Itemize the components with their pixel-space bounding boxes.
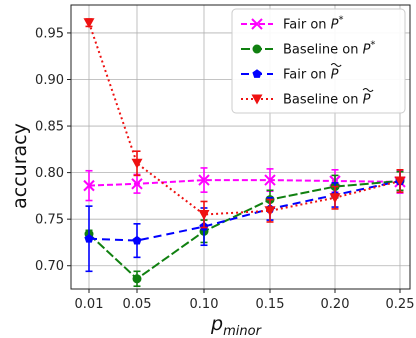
data-point (84, 233, 94, 243)
legend-label: Fair on P (283, 68, 339, 83)
series-line (88, 180, 401, 281)
y-axis-label: accuracy (9, 123, 31, 209)
data-point (83, 18, 95, 29)
tilde-mark (330, 63, 342, 67)
y-tick-label: 0.95 (35, 26, 64, 41)
legend-label: Baseline on P (283, 93, 371, 108)
data-point (198, 210, 210, 221)
legend-box (231, 8, 406, 114)
legend-entry: Baseline on P* (241, 40, 375, 58)
data-point (131, 178, 143, 190)
y-tick-label: 0.90 (35, 73, 64, 88)
y-tick-label: 0.80 (35, 166, 64, 181)
data-point (329, 193, 341, 204)
data-point (132, 235, 142, 245)
legend-label: Baseline on P* (283, 40, 375, 58)
x-tick-label: 0.01 (75, 297, 104, 312)
legend-entry: Fair on P (241, 63, 342, 83)
x-tick-label: 0.20 (321, 297, 350, 312)
legend-marker (251, 18, 263, 30)
legend: Fair on P* Baseline on P* Fair on P Baselin… (231, 8, 406, 114)
series-layer (83, 18, 406, 288)
x-tick-label: 0.10 (190, 297, 219, 312)
data-point (132, 274, 142, 284)
y-tick-label: 0.85 (35, 120, 64, 135)
data-point (264, 174, 276, 186)
series-line (88, 22, 401, 216)
legend-entry: Fair on P* (241, 15, 344, 33)
x-tick-label: 0.05 (123, 297, 152, 312)
y-tick-label: 0.70 (35, 259, 64, 274)
y-tick-label: 0.75 (35, 213, 64, 228)
legend-label: Fair on P* (283, 15, 344, 33)
data-point (264, 206, 276, 217)
data-point (131, 158, 143, 169)
x-tick-label: 0.25 (386, 297, 415, 312)
data-point (394, 176, 406, 187)
plot-frame (70, 4, 411, 290)
legend-marker (252, 69, 262, 78)
series-4 (83, 18, 406, 229)
data-point (83, 179, 95, 192)
x-axis-label: pminor (210, 313, 263, 338)
series-line (88, 180, 401, 242)
axis-ticks: 0.01 0.05 0.10 0.15 0.20 0.25 0.70 0.75 0.80 0.85… (35, 26, 414, 312)
data-point (198, 174, 210, 186)
tilde-mark (362, 88, 374, 92)
x-tick-label: 0.15 (256, 297, 285, 312)
series-line (88, 179, 401, 187)
legend-marker (252, 44, 262, 54)
legend-marker (251, 94, 263, 105)
legend-entry: Baseline on P (241, 88, 374, 108)
